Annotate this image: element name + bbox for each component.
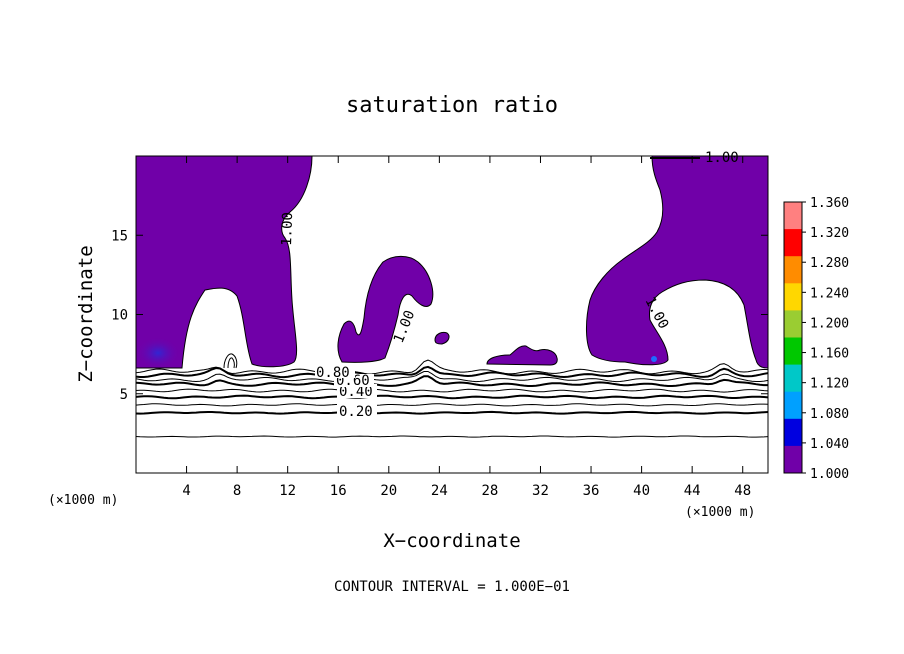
- colorbar-tick-label: 1.360: [810, 196, 849, 211]
- contour-line-0.2: [136, 410, 768, 415]
- x-unit-left: (×1000 m): [48, 493, 118, 508]
- contour-line-0.9: [136, 359, 768, 375]
- x-tick-label: 12: [279, 483, 296, 499]
- colorbar-tick-label: 1.160: [810, 347, 849, 362]
- colorbar-tick-label: 1.240: [810, 286, 849, 301]
- contour-label-020: 0.20: [339, 404, 373, 420]
- colorbar-segment: [784, 445, 802, 474]
- colorbar-tick-label: 1.120: [810, 377, 849, 392]
- x-axis-label: X−coordinate: [383, 530, 520, 552]
- colorbar-segment: [784, 229, 802, 257]
- colorbar-segment: [784, 202, 802, 230]
- colorbar-tick-label: 1.040: [810, 437, 849, 452]
- colorbar-segment: [784, 256, 802, 284]
- contour-line-0.4: [136, 394, 768, 400]
- y-axis: 5 10 15: [111, 228, 768, 403]
- contour-line-0.5: [136, 388, 768, 393]
- contour-line-0.1: [136, 435, 768, 438]
- x-tick-label: 24: [431, 483, 448, 499]
- saturated-region-center-cloud: [337, 255, 434, 363]
- x-unit-right: (×1000 m): [685, 505, 755, 520]
- contour-label-040: 0.40: [339, 384, 373, 400]
- colorbar-segment: [784, 418, 802, 447]
- label-bg-080: [315, 366, 355, 378]
- contour-label-1: 1.00: [705, 150, 739, 166]
- x-tick-label: 44: [684, 483, 701, 499]
- saturated-region-right: [586, 156, 768, 369]
- contour-line-0.8: [136, 365, 768, 379]
- contour-lines: [136, 359, 768, 438]
- colorbar-tick-label: 1.000: [810, 467, 849, 482]
- x-tick-label: 20: [380, 483, 397, 499]
- colorbar-tick-label: 1.200: [810, 316, 849, 331]
- colorbar-segment: [784, 310, 802, 338]
- chart-title: saturation ratio: [346, 93, 558, 118]
- y-axis-label: Z−coordinate: [75, 245, 97, 382]
- x-tick-label: 40: [633, 483, 650, 499]
- x-tick-label: 8: [233, 483, 241, 499]
- x-tick-label: 28: [481, 483, 498, 499]
- x-tick-label: 16: [330, 483, 347, 499]
- contour-label-080: 0.80: [316, 365, 350, 381]
- y-tick-label: 15: [111, 228, 128, 244]
- saturated-region-left: [136, 156, 313, 369]
- x-tick-label: 32: [532, 483, 549, 499]
- saturated-region-small-blob: [434, 331, 450, 345]
- x-tick-label: 4: [182, 483, 190, 499]
- y-tick-label: 5: [120, 387, 128, 403]
- plot-area: [136, 156, 768, 473]
- contour-interval-note: CONTOUR INTERVAL = 1.000E−01: [334, 579, 570, 595]
- contour-label-group: 1.00 1.00 1.00 1.00 0.20 0.40 0.60 0.80: [279, 150, 739, 420]
- colorbar-tick-label: 1.080: [810, 407, 849, 422]
- label-bg-020: [337, 403, 377, 419]
- label-bg-040: [337, 384, 377, 398]
- colorbar-tick-label: 1.320: [810, 226, 849, 241]
- x-tick-label: 36: [583, 483, 600, 499]
- contour-bump-left-inner: [227, 357, 235, 369]
- contour-label-2: 1.00: [279, 212, 296, 246]
- colorbar-segment: [784, 364, 802, 393]
- saturated-regions: [136, 156, 768, 369]
- contour-bump-left: [223, 353, 238, 369]
- contour-line-0.6: [136, 375, 768, 387]
- contour-line-0.3: [136, 403, 768, 407]
- high-saturation-spot-right: [651, 356, 657, 362]
- colorbar-segment: [784, 337, 802, 366]
- y-tick-label: 10: [111, 308, 128, 324]
- colorbar-segment: [784, 391, 802, 420]
- contour-line-0.7: [136, 371, 768, 383]
- high-saturation-spot-left: [136, 337, 180, 369]
- x-tick-label: 48: [734, 483, 751, 499]
- colorbar-segment: [784, 283, 802, 311]
- saturated-region-mid-blob: [486, 345, 558, 366]
- colorbar-tick-label: 1.280: [810, 256, 849, 271]
- x-axis: 4 8 12 16 20 24 28 32 36 40 44 48: [182, 156, 751, 499]
- colorbar-frame: [783, 201, 803, 474]
- colorbar: 1.360 1.320 1.280 1.240 1.200 1.160 1.120 1.080…: [783, 196, 849, 482]
